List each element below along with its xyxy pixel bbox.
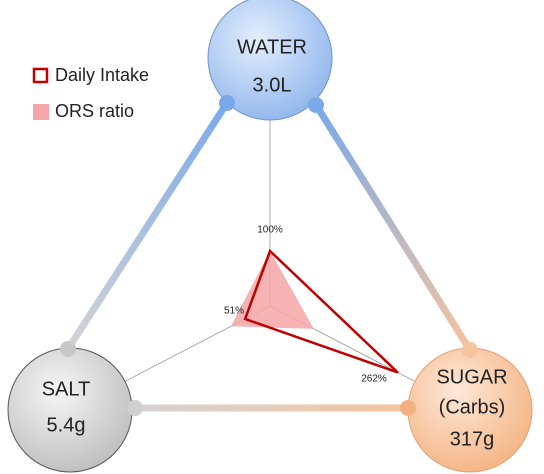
node-amount: 5.4g: [47, 414, 86, 436]
node-label: SUGAR: [436, 366, 507, 388]
node-label: SALT: [42, 378, 91, 400]
node-sublabel: (Carbs): [439, 396, 506, 418]
value-label: 100%: [257, 225, 283, 236]
legend-label: ORS ratio: [55, 101, 134, 121]
connector: [65, 101, 230, 351]
legend-swatch: [32, 67, 49, 84]
connector: [313, 103, 473, 352]
legend-label: Daily Intake: [55, 65, 149, 85]
intake-polygon: [243, 248, 399, 374]
node-label: WATER: [237, 36, 307, 58]
salt-node: [7, 347, 133, 473]
value-label: 262%: [361, 374, 387, 385]
water-node: [207, 0, 333, 121]
legend-swatch: [33, 104, 49, 120]
connector-dot: [219, 95, 235, 111]
connector-dot: [400, 400, 416, 416]
node-amount: 3.0L: [253, 74, 292, 96]
ors-polygon: [230, 251, 314, 329]
connector-dot: [127, 400, 143, 416]
connector-dot: [462, 342, 478, 358]
value-label: 51%: [224, 306, 244, 317]
connector-dot: [308, 97, 324, 113]
connector-dot: [60, 341, 76, 357]
node-amount: 317g: [450, 428, 495, 450]
